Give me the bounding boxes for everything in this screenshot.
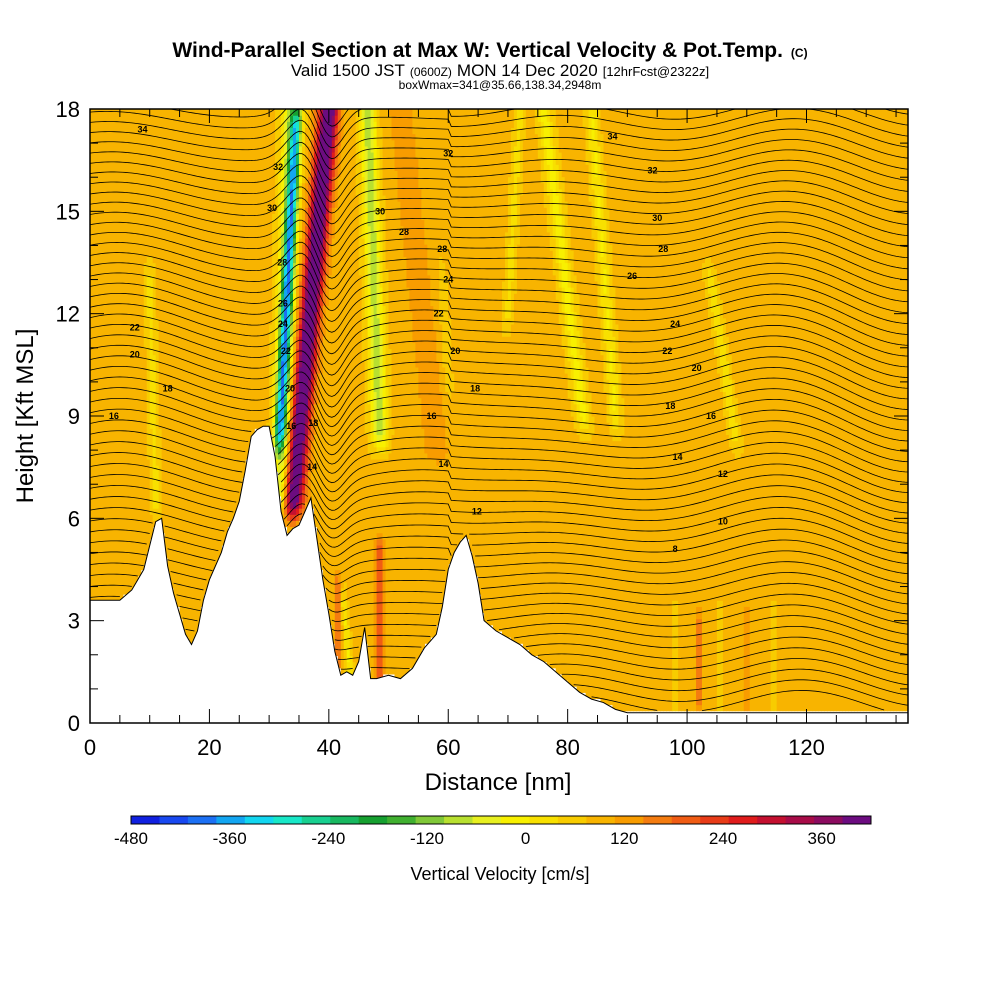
velocity-cell: [197, 606, 201, 613]
subtitle-utc: (0600Z): [410, 65, 452, 79]
chart-subsubtitle: boxWmax=341@35.66,138.34,2948m: [399, 78, 602, 92]
subtitle-valid: Valid 1500 JST: [291, 61, 405, 80]
title-mark: (C): [791, 46, 808, 60]
chart-title: Wind-Parallel Section at Max W: Vertical…: [172, 39, 807, 62]
chart-root: Wind-Parallel Section at Max W: Vertical…: [0, 0, 1000, 1000]
subtitle-fcst: [12hrFcst@2322z]: [603, 64, 709, 79]
chart-svg: Wind-Parallel Section at Max W: Vertical…: [0, 0, 1000, 1000]
